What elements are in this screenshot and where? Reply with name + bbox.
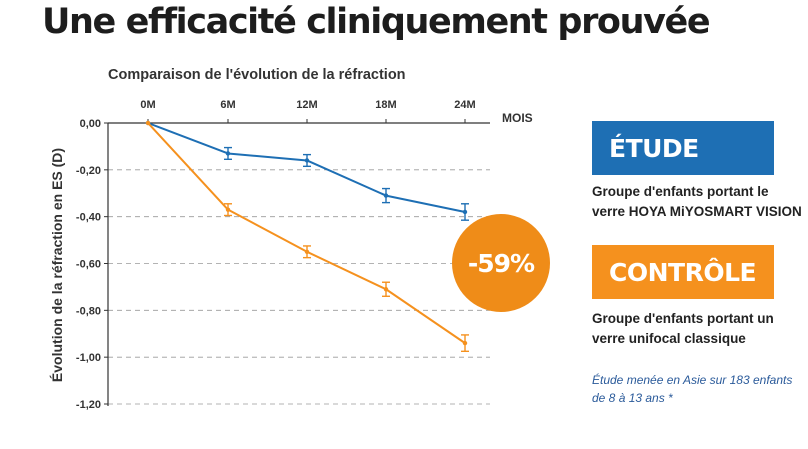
data-point xyxy=(383,287,389,292)
data-point xyxy=(225,207,231,212)
chart-axes: 0,00 -0,20 -0,40 -0,60 -0,80 -1,00 -1,20 0M 6M 12… xyxy=(76,99,490,411)
y-tick-label: -0,20 xyxy=(76,165,101,177)
page-title: Une efficacité cliniquement prouvée xyxy=(42,2,711,42)
study-note: Étude menée en Asie sur 183 enfants de 8… xyxy=(592,373,793,405)
chart-grid xyxy=(108,169,490,405)
legend-etude-box: ÉTUDE xyxy=(592,121,774,175)
chart-series xyxy=(145,120,469,353)
data-point xyxy=(304,249,310,254)
legend-controle-description: Groupe d'enfants portant un verre unifoc… xyxy=(592,311,774,346)
legend-controle-box: CONTRÔLE xyxy=(592,245,774,299)
y-tick-label: -0,40 xyxy=(76,212,101,224)
data-point xyxy=(462,340,468,346)
data-point xyxy=(383,193,389,198)
series-controle xyxy=(145,120,469,353)
x-tick-label: 12M xyxy=(296,99,317,111)
y-tick-label: 0,00 xyxy=(80,118,101,130)
x-axis-unit-label: MOIS xyxy=(502,111,533,125)
chart-title: Comparaison de l'évolution de la réfract… xyxy=(108,67,406,83)
y-tick-label: -1,00 xyxy=(76,352,101,364)
y-tick-label: -1,20 xyxy=(76,399,101,411)
x-tick-label: 24M xyxy=(454,99,475,111)
reduction-badge: -59% xyxy=(452,214,550,312)
legend-etude-description: Groupe d'enfants portant le verre HOYA M… xyxy=(592,184,802,219)
data-point xyxy=(462,209,468,215)
x-tick-label: 0M xyxy=(140,99,155,111)
data-point xyxy=(145,120,151,126)
series-line xyxy=(147,122,466,213)
y-tick-label: -0,60 xyxy=(76,259,101,271)
data-point xyxy=(225,151,231,156)
x-tick-label: 18M xyxy=(375,99,396,111)
series-etude xyxy=(145,120,469,221)
x-tick-label: 6M xyxy=(220,99,235,111)
y-tick-label: -0,80 xyxy=(76,305,101,317)
y-axis-title: Évolution de la réfraction en ES (D) xyxy=(49,148,65,382)
data-point xyxy=(304,158,310,163)
